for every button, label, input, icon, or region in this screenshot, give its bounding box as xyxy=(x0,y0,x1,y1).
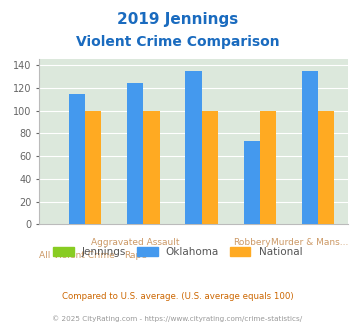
Bar xyxy=(85,111,102,224)
Bar xyxy=(302,71,318,224)
Text: Compared to U.S. average. (U.S. average equals 100): Compared to U.S. average. (U.S. average … xyxy=(62,292,293,301)
Bar xyxy=(69,93,85,224)
Text: Aggravated Assault: Aggravated Assault xyxy=(91,238,179,247)
Text: Rape: Rape xyxy=(124,251,147,260)
Bar xyxy=(143,111,160,224)
Bar xyxy=(318,111,334,224)
Bar xyxy=(244,141,260,224)
Text: All Violent Crime: All Violent Crime xyxy=(39,251,115,260)
Text: Violent Crime Comparison: Violent Crime Comparison xyxy=(76,35,279,49)
Bar xyxy=(260,111,276,224)
Text: Murder & Mans...: Murder & Mans... xyxy=(271,238,349,247)
Text: © 2025 CityRating.com - https://www.cityrating.com/crime-statistics/: © 2025 CityRating.com - https://www.city… xyxy=(53,315,302,322)
Legend: Jennings, Oklahoma, National: Jennings, Oklahoma, National xyxy=(49,243,306,261)
Bar xyxy=(185,71,202,224)
Text: 2019 Jennings: 2019 Jennings xyxy=(117,12,238,26)
Bar xyxy=(202,111,218,224)
Bar xyxy=(127,83,143,224)
Text: Robbery: Robbery xyxy=(233,238,271,247)
